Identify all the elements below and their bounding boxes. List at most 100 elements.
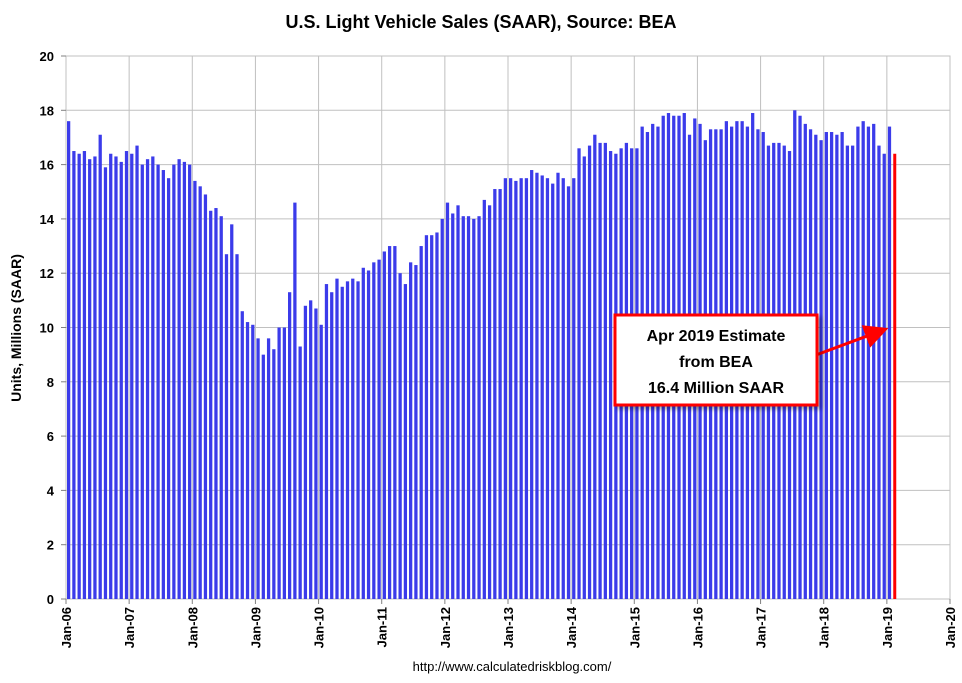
y-tick-label-8: 8	[47, 375, 54, 390]
y-tick-label-16: 16	[40, 158, 54, 173]
bar-55	[356, 281, 360, 599]
bar-21	[177, 159, 181, 600]
bar-69	[430, 235, 434, 599]
bar-151	[861, 121, 865, 599]
bar-97	[577, 148, 581, 599]
y-tick-label-12: 12	[40, 266, 54, 281]
y-tick-label-4: 4	[47, 483, 55, 498]
x-tick-label-Jan-19: Jan-19	[880, 607, 895, 648]
bar-92	[551, 183, 555, 600]
bar-94	[561, 178, 565, 600]
bar-0	[66, 121, 71, 599]
x-tick-label-Jan-14: Jan-14	[564, 606, 579, 648]
annotation-line-1: Apr 2019 Estimate	[647, 328, 786, 345]
bar-30	[224, 254, 229, 599]
annotation-arrow	[815, 325, 889, 357]
bar-18	[161, 170, 165, 599]
bar-66	[414, 265, 418, 599]
bar-38	[266, 338, 271, 599]
y-tick-label-18: 18	[40, 103, 54, 118]
bar-15	[145, 159, 150, 600]
bar-57	[366, 270, 371, 599]
bar-74	[456, 205, 460, 599]
bar-41	[282, 327, 287, 599]
bar-87	[524, 178, 529, 600]
bar-70	[435, 232, 439, 599]
x-tick-label-Jan-12: Jan-12	[438, 607, 453, 648]
y-tick-label-14: 14	[40, 212, 55, 227]
x-tick-label-Jan-09: Jan-09	[248, 607, 263, 648]
y-tick-label-2: 2	[47, 538, 54, 553]
bar-80	[487, 205, 492, 599]
bar-3	[82, 151, 87, 599]
bar-47	[314, 308, 318, 599]
y-axis-label: Units, Millions (SAAR)	[8, 254, 24, 402]
bar-86	[519, 178, 523, 600]
bar-34	[245, 322, 250, 599]
x-tick-label-Jan-17: Jan-17	[754, 607, 769, 648]
bar-4	[88, 159, 92, 600]
bar-1	[72, 151, 76, 599]
y-tick-label-10: 10	[40, 321, 54, 336]
annotation-box	[613, 313, 819, 407]
bar-14	[140, 164, 144, 599]
bar-75	[461, 216, 465, 599]
bar-150	[856, 126, 860, 599]
bar-95	[566, 186, 571, 599]
bar-51	[335, 278, 339, 599]
bar-5	[93, 156, 97, 599]
bar-44	[298, 346, 302, 599]
x-tick-label-Jan-06: Jan-06	[59, 607, 74, 648]
bar-50	[330, 292, 334, 599]
y-tick-label-0: 0	[47, 592, 54, 607]
x-tick-label-Jan-16: Jan-16	[690, 607, 705, 648]
bar-76	[466, 216, 471, 599]
bar-20	[172, 164, 176, 599]
bar-144	[824, 132, 828, 599]
bar-89	[535, 172, 539, 599]
bar-143	[819, 140, 823, 600]
bar-71	[440, 218, 444, 599]
x-tick-label-Jan-15: Jan-15	[627, 607, 642, 648]
bar-2	[77, 153, 81, 600]
bar-36	[256, 338, 260, 599]
bar-8	[109, 153, 113, 600]
bar-59	[377, 259, 381, 599]
bar-13	[135, 145, 139, 599]
x-tick-label-Jan-13: Jan-13	[501, 607, 516, 648]
bar-146	[835, 134, 839, 600]
bar-6	[98, 134, 102, 600]
bar-56	[361, 267, 365, 599]
bar-155	[882, 153, 886, 600]
bar-28	[214, 208, 218, 600]
bar-19	[166, 178, 171, 600]
bar-29	[219, 216, 223, 599]
bar-153	[872, 123, 876, 599]
bar-27	[209, 210, 213, 599]
bar-101	[598, 142, 602, 599]
annotation-line-2: from BEA	[679, 354, 753, 371]
bar-33	[240, 311, 244, 599]
bar-53	[345, 281, 350, 599]
bar-102	[603, 142, 607, 599]
bar-54	[351, 278, 355, 599]
bar-98	[582, 156, 586, 599]
bar-23	[188, 164, 192, 599]
bar-91	[545, 178, 550, 600]
bar-58	[372, 262, 376, 599]
x-axis-ticks: Jan-06 Jan-07 Jan-08 Jan-09 Jan-10 Jan-11 Jan-…	[59, 599, 958, 648]
bar-60	[382, 251, 386, 600]
bar-103	[608, 151, 613, 599]
x-tick-label-Jan-18: Jan-18	[817, 607, 832, 648]
bar-81	[493, 189, 497, 599]
source-url: http://www.calculatedriskblog.com/	[413, 659, 612, 674]
bar-73	[451, 213, 455, 599]
bar-77	[472, 218, 476, 599]
bar-22	[182, 161, 187, 599]
bar-35	[251, 324, 255, 599]
bar-99	[587, 145, 592, 599]
bar-100	[593, 134, 597, 600]
annotation-callout: Apr 2019 Estimate from BEA 16.4 Million …	[613, 313, 889, 407]
bar-40	[277, 327, 281, 599]
x-tick-label-Jan-20: Jan-20	[943, 607, 958, 648]
